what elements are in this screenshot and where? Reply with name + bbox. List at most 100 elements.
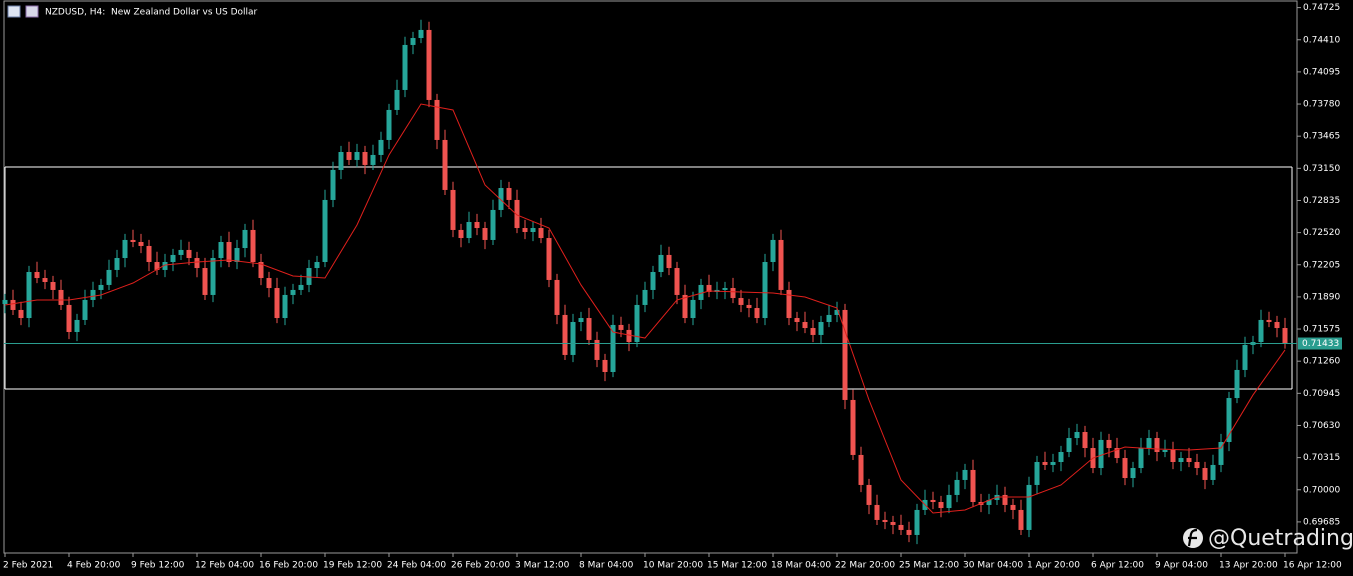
x-tick-label: 19 Feb 12:00 xyxy=(323,561,382,571)
y-tick-label: 0.70315 xyxy=(1303,453,1340,463)
y-tick-label: 0.71890 xyxy=(1303,292,1340,302)
candle-body xyxy=(1146,438,1152,449)
candle-body xyxy=(82,299,88,320)
x-tick-label: 6 Apr 12:00 xyxy=(1091,561,1144,571)
candle-body xyxy=(1210,464,1216,480)
candle-body xyxy=(746,304,752,309)
candle-body xyxy=(610,324,616,372)
candle-body xyxy=(530,228,536,232)
x-tick-label: 25 Mar 12:00 xyxy=(899,561,959,571)
candle-body xyxy=(1002,494,1008,505)
candle-body xyxy=(794,318,800,322)
candle-body xyxy=(826,314,832,322)
candle-body xyxy=(810,328,816,335)
candle-body xyxy=(506,188,512,200)
candle-body xyxy=(314,262,320,269)
candle-body xyxy=(778,239,784,290)
candle-body xyxy=(442,139,448,190)
candle-body xyxy=(338,152,344,170)
candle-body xyxy=(10,299,16,310)
candle-body xyxy=(2,299,8,305)
candle-body xyxy=(914,509,920,535)
plot-area xyxy=(2,19,1297,545)
candle-body xyxy=(858,454,864,485)
y-tick-label: 0.72520 xyxy=(1303,228,1340,238)
candle-body xyxy=(218,242,224,259)
candle-body xyxy=(34,272,40,279)
x-tick-label: 9 Apr 04:00 xyxy=(1155,561,1208,571)
candle-body xyxy=(226,242,232,262)
x-tick-label: 24 Feb 04:00 xyxy=(387,561,446,571)
candle-body xyxy=(234,248,240,262)
candle-body xyxy=(74,319,80,332)
candle-body xyxy=(290,289,296,295)
candle-body xyxy=(90,289,96,300)
candle-body xyxy=(434,99,440,140)
price-label: 0.71433 xyxy=(1302,339,1339,349)
moving-average xyxy=(4,103,1286,514)
candle-body xyxy=(674,268,680,295)
candle-body xyxy=(786,289,792,319)
candle-body xyxy=(986,499,992,505)
candle-body xyxy=(1026,484,1032,530)
x-tick-label: 9 Feb 12:00 xyxy=(131,561,185,571)
candle-body xyxy=(1066,438,1072,452)
candle-body xyxy=(258,262,264,279)
candle-body xyxy=(122,239,128,259)
candle-body xyxy=(946,494,952,509)
candle-body xyxy=(346,152,352,160)
x-tick-label: 12 Feb 04:00 xyxy=(195,561,254,571)
candle-body xyxy=(938,502,944,509)
candle-body xyxy=(154,262,160,270)
candle-body xyxy=(514,199,520,229)
candle-body xyxy=(330,169,336,200)
candle-body xyxy=(594,339,600,360)
candle-body xyxy=(1218,442,1224,465)
candle-body xyxy=(1114,448,1120,459)
x-tick-label: 18 Mar 04:00 xyxy=(771,561,831,571)
candle-body xyxy=(1202,468,1208,480)
candle-body xyxy=(474,222,480,229)
candle-body xyxy=(170,254,176,262)
candle-body xyxy=(458,229,464,239)
candle-body xyxy=(50,282,56,290)
x-tick-label: 22 Mar 20:00 xyxy=(835,561,895,571)
candle-body xyxy=(866,484,872,505)
candle-body xyxy=(1242,344,1248,370)
candle-body xyxy=(1106,439,1112,449)
candle-body xyxy=(578,318,584,322)
candle-body xyxy=(762,262,768,319)
y-tick-label: 0.72205 xyxy=(1303,260,1340,270)
candle-body xyxy=(178,249,184,255)
y-tick-label: 0.71260 xyxy=(1303,357,1340,367)
candle-body xyxy=(842,309,848,400)
y-tick-label: 0.69685 xyxy=(1303,517,1340,527)
candle-body xyxy=(954,479,960,495)
candle-body xyxy=(1154,438,1160,452)
candle-body xyxy=(546,238,552,280)
watermark-icon xyxy=(1183,528,1203,548)
y-tick-label: 0.73780 xyxy=(1303,100,1340,110)
candle-body xyxy=(658,254,664,272)
x-tick-label: 16 Apr 12:00 xyxy=(1283,561,1342,571)
candle-body xyxy=(298,284,304,290)
candle-body xyxy=(706,284,712,292)
candle-body xyxy=(554,279,560,315)
candle-body xyxy=(242,229,248,249)
y-tick-label: 0.74410 xyxy=(1303,35,1340,45)
candle-body xyxy=(1098,439,1104,469)
candle-body xyxy=(362,152,368,165)
candle-body xyxy=(618,324,624,330)
candle-body xyxy=(426,29,432,100)
candle-body xyxy=(962,469,968,480)
candle-body xyxy=(58,289,64,305)
y-tick-label: 0.70945 xyxy=(1303,389,1340,399)
candle-body xyxy=(394,89,400,110)
y-tick-label: 0.70000 xyxy=(1303,485,1340,495)
candle-body xyxy=(650,272,656,290)
candle-body xyxy=(1170,449,1176,462)
candle-body xyxy=(202,268,208,295)
candle-body xyxy=(162,262,168,270)
candle-body xyxy=(1082,432,1088,449)
